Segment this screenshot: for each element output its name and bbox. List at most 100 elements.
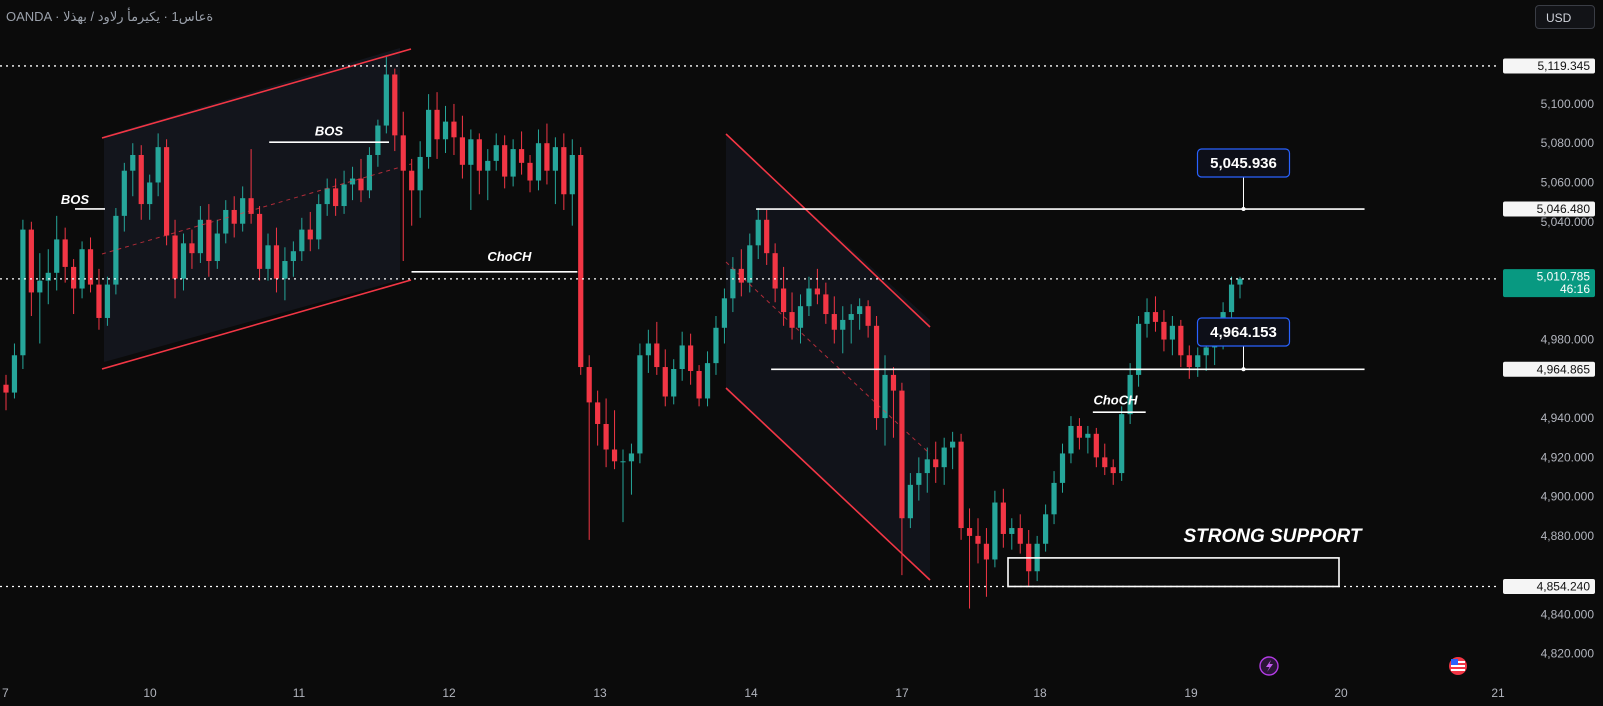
candle-body (637, 355, 643, 454)
candle-body (189, 243, 195, 254)
price-tag-label: 4,854.240 (1537, 579, 1591, 593)
flag-stripe (1451, 665, 1465, 667)
y-tick-label: 4,940.000 (1541, 411, 1595, 425)
candle-body (882, 374, 888, 419)
candle-body (214, 233, 220, 262)
candle-body (485, 160, 491, 171)
callout-box[interactable] (1196, 148, 1291, 178)
candle-body (113, 215, 119, 285)
candle-body (721, 298, 728, 328)
lightning-event-icon[interactable] (1259, 656, 1279, 676)
candle-body (789, 312, 795, 328)
y-tick-label: 5,100.000 (1541, 97, 1595, 111)
candle-body (366, 154, 373, 191)
candle-body (502, 145, 508, 177)
candle-body (950, 441, 956, 448)
y-tick-label: 5,060.000 (1541, 175, 1595, 189)
candle-body (696, 370, 702, 399)
candle-body (392, 74, 398, 136)
callout-box[interactable] (1196, 317, 1291, 347)
candle-body (468, 139, 474, 165)
candle-body (569, 154, 575, 195)
candle-body (899, 390, 905, 519)
candle-body (704, 363, 711, 399)
candle-body (476, 139, 482, 171)
candle-body (11, 355, 18, 393)
candle-body (231, 209, 237, 224)
candle-body (409, 170, 415, 191)
candle-body (1043, 514, 1049, 544)
candle-body (679, 345, 685, 370)
candle-body (341, 184, 347, 207)
flag-stripe (1451, 669, 1465, 671)
candle-body (1085, 433, 1091, 438)
candle-body (417, 156, 423, 191)
candle-body (299, 229, 305, 252)
candle-body (1127, 374, 1133, 415)
candle-body (349, 178, 356, 185)
currency-button[interactable]: USD (1535, 5, 1595, 29)
us-flag-event-icon[interactable] (1449, 657, 1467, 675)
candle-body (518, 149, 525, 163)
candle-body (966, 528, 973, 536)
candle-body (992, 502, 998, 560)
annotation-label: ChoCH (487, 249, 532, 264)
candle-body (510, 149, 516, 177)
y-tick-label: 4,980.000 (1541, 333, 1595, 347)
candle-body (662, 367, 668, 397)
candle-body (552, 147, 558, 171)
candle-body (1186, 355, 1192, 368)
candle-body (104, 284, 111, 318)
price-tag (1503, 201, 1595, 217)
candle-body (527, 162, 533, 181)
candle-body (983, 543, 990, 560)
candle-body (3, 384, 9, 393)
candle-body (688, 345, 694, 371)
channel-upper-line (101, 48, 412, 139)
candle-body (738, 268, 744, 283)
candle-body (1161, 321, 1167, 340)
candle-body (1059, 453, 1066, 483)
y-tick-label: 5,040.000 (1541, 215, 1595, 229)
price-tag-label: 5,119.345 (1538, 59, 1591, 73)
price-tag (1503, 361, 1595, 377)
candle-body (130, 154, 136, 171)
candle-body (578, 154, 584, 368)
candle-body (747, 245, 753, 283)
candle-body (933, 459, 939, 468)
candle-body (20, 229, 26, 356)
y-tick-label: 4,900.000 (1541, 490, 1595, 504)
candle-body (172, 235, 178, 279)
callout-label: 5,045.936 (1210, 155, 1277, 172)
x-tick-label: 11 (293, 686, 306, 700)
x-tick-label: 17 (895, 686, 909, 700)
annotation-label: STRONG SUPPORT (1183, 526, 1362, 547)
candle-body (544, 143, 550, 171)
price-tag-label: 5,046.480 (1537, 202, 1591, 216)
candle-body (383, 74, 389, 126)
x-tick-label-partial: 7 (2, 686, 9, 700)
price-tag (1503, 578, 1595, 594)
lightning-glyph (1266, 660, 1273, 672)
candle-body (975, 535, 981, 544)
candle-body (282, 261, 288, 279)
candle-body (493, 145, 499, 161)
candle-body (907, 484, 913, 519)
wedge-upper-line (725, 133, 931, 328)
candle-body (603, 423, 609, 450)
candle-body (121, 170, 127, 216)
candle-body (1051, 482, 1057, 515)
candle-body (28, 229, 34, 293)
candle-body (223, 209, 229, 234)
candle-body (620, 461, 626, 463)
candle-body (206, 219, 212, 262)
candle-body (434, 109, 440, 140)
candle-body (62, 239, 68, 267)
candle-body (240, 198, 246, 224)
candle-body (1076, 425, 1083, 438)
x-tick-label: 10 (143, 686, 157, 700)
candle-body (1169, 325, 1175, 340)
candle-body (316, 204, 322, 240)
price-tag-label: 5,010.785 (1537, 270, 1591, 284)
